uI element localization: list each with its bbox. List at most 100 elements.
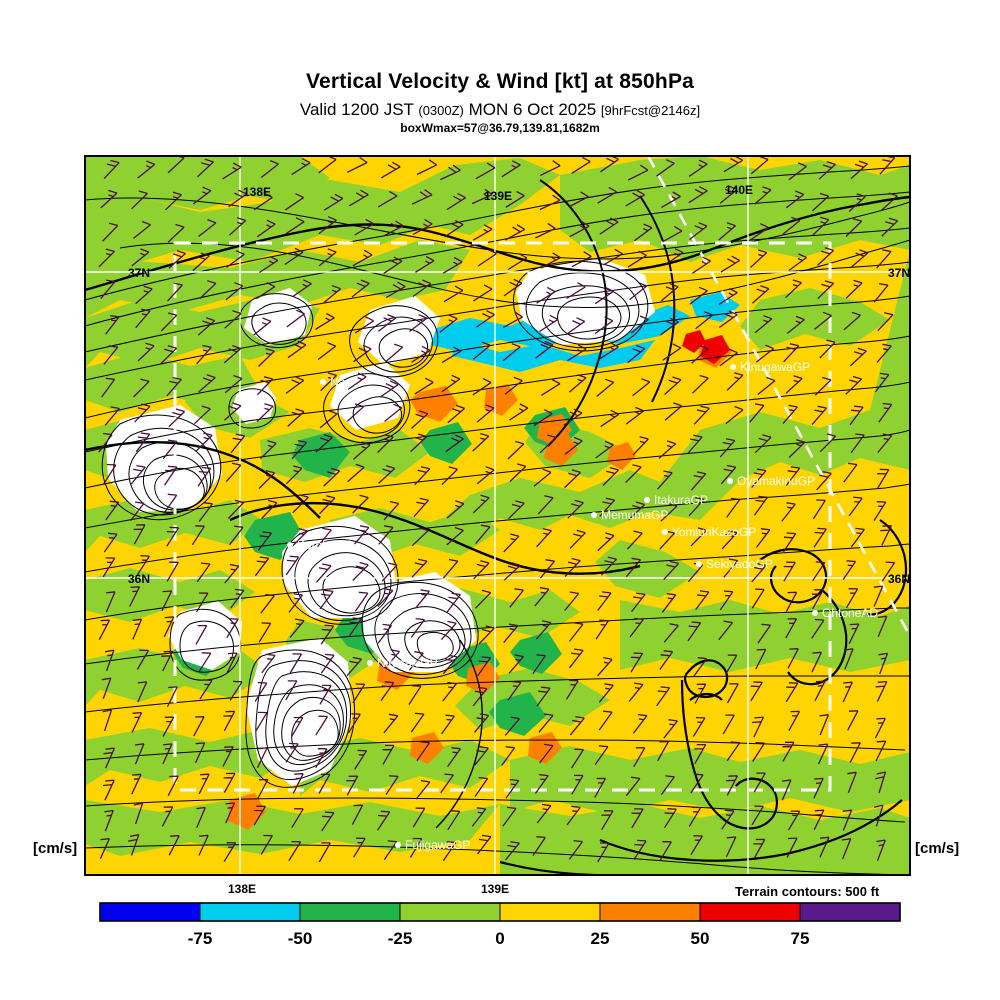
wind-barb bbox=[224, 374, 243, 394]
wind-barb bbox=[533, 468, 552, 487]
wind-barb bbox=[663, 560, 680, 581]
wind-barb bbox=[787, 648, 799, 669]
station-marker[interactable]: Nao bbox=[320, 375, 352, 389]
wind-barb bbox=[629, 617, 644, 638]
wind-barb bbox=[850, 527, 865, 548]
wind-barb bbox=[163, 616, 175, 638]
wind-barb bbox=[690, 471, 707, 491]
wind-barb bbox=[346, 403, 365, 422]
station-marker[interactable]: NirasakiGP bbox=[367, 656, 438, 670]
wind-barb bbox=[567, 499, 584, 519]
station-marker[interactable]: MemumaGP bbox=[591, 508, 668, 522]
station-marker[interactable]: SekiyadoGP bbox=[696, 557, 773, 571]
wind-barb bbox=[102, 709, 113, 732]
wind-barb bbox=[719, 438, 736, 458]
inner-domain-box bbox=[173, 241, 832, 792]
wind-barb bbox=[160, 345, 178, 365]
station-label: KinugawaGP bbox=[740, 360, 810, 374]
wind-barb bbox=[848, 623, 860, 645]
wind-barb bbox=[133, 802, 144, 825]
wind-barb bbox=[414, 466, 431, 486]
wind-barb bbox=[539, 434, 557, 454]
wind-barb bbox=[227, 499, 245, 519]
station-marker[interactable]: OhtoneAD bbox=[812, 606, 878, 620]
wind-barb bbox=[661, 593, 677, 613]
wind-barb bbox=[594, 745, 609, 765]
wind-barb bbox=[726, 741, 741, 762]
wind-barb bbox=[532, 654, 546, 675]
station-marker[interactable]: KinugawaGP bbox=[730, 360, 810, 374]
wind-barb bbox=[633, 747, 646, 768]
wind-barb bbox=[599, 217, 619, 235]
wind-barb bbox=[474, 777, 489, 797]
lon-label-139e-bottom: 139E bbox=[481, 882, 509, 896]
lat-label-36n-right: 36N bbox=[888, 572, 910, 586]
wind-barb bbox=[197, 466, 212, 487]
wind-barb bbox=[687, 434, 703, 454]
wind-barb bbox=[193, 716, 205, 737]
wind-barb bbox=[660, 317, 679, 336]
wind-barb bbox=[503, 562, 521, 581]
map-panel[interactable]: 138E 139E 140E 37N 36N 37N 36N 138E 139E… bbox=[84, 154, 912, 896]
wind-barb bbox=[256, 747, 268, 768]
station-dot-icon bbox=[662, 529, 668, 535]
wind-barb bbox=[874, 717, 886, 739]
colorbar-bin bbox=[199, 902, 301, 922]
station-label: KurobeGP bbox=[297, 538, 353, 552]
wind-barb bbox=[166, 561, 179, 582]
wind-barb bbox=[195, 432, 213, 452]
wind-barb bbox=[811, 651, 822, 673]
wind-barb bbox=[598, 683, 614, 703]
wind-barb bbox=[873, 804, 884, 827]
station-dot-icon bbox=[395, 842, 401, 848]
wind-barb bbox=[477, 656, 492, 677]
wind-barb bbox=[688, 496, 705, 517]
wind-barb bbox=[98, 619, 111, 641]
wind-barb bbox=[315, 312, 335, 330]
wind-barb bbox=[509, 463, 527, 483]
wind-barb bbox=[842, 681, 853, 703]
station-markers[interactable]: Nao KinugawaGP OyamakinuGP ItakuraGPMemumaG… bbox=[287, 360, 878, 852]
wind-barb bbox=[625, 464, 642, 484]
wind-barb bbox=[781, 502, 796, 522]
wind-barb bbox=[253, 192, 273, 211]
wind-barb bbox=[472, 341, 491, 360]
lat-label-37n-right: 37N bbox=[888, 266, 910, 280]
wind-barb bbox=[811, 192, 830, 212]
wind-barb bbox=[501, 746, 516, 766]
station-marker[interactable]: KurobeGP bbox=[287, 538, 353, 552]
wind-barb bbox=[471, 188, 493, 205]
wind-barb bbox=[347, 463, 365, 483]
station-marker[interactable]: FujigawaGP bbox=[395, 838, 470, 852]
wind-barb bbox=[291, 158, 311, 176]
station-dot-icon bbox=[591, 512, 597, 518]
wind-barb bbox=[659, 841, 672, 862]
colorbar[interactable]: -75 -50 -25 0 25 50 75 bbox=[99, 902, 901, 948]
wind-barb bbox=[197, 317, 216, 336]
wind-barb bbox=[408, 651, 424, 671]
wind-barb bbox=[690, 773, 704, 794]
wind-barb bbox=[411, 410, 429, 429]
wind-barb bbox=[843, 462, 858, 483]
station-marker[interactable]: OyamakinuGP bbox=[727, 474, 815, 488]
wind-barb bbox=[136, 649, 149, 670]
wind-barb bbox=[101, 677, 112, 700]
wind-barb bbox=[749, 223, 769, 241]
wind-barb bbox=[539, 194, 561, 211]
station-marker[interactable]: ItakuraGP bbox=[644, 493, 708, 507]
wind-barb bbox=[261, 499, 278, 519]
wind-barb bbox=[256, 219, 276, 238]
wind-barb bbox=[878, 402, 893, 423]
wind-barb bbox=[412, 218, 433, 236]
wind-barb bbox=[383, 713, 399, 734]
wind-barb bbox=[845, 279, 863, 299]
wind-barb bbox=[876, 343, 892, 364]
station-marker[interactable]: YomiuriKazoGP bbox=[662, 525, 756, 539]
wind-barb bbox=[102, 557, 116, 578]
wind-barb bbox=[447, 747, 461, 767]
wind-barb bbox=[508, 654, 524, 674]
wind-barb bbox=[656, 159, 675, 177]
wind-barb bbox=[474, 713, 490, 733]
wind-barb bbox=[876, 839, 886, 861]
wind-barb bbox=[509, 588, 524, 608]
